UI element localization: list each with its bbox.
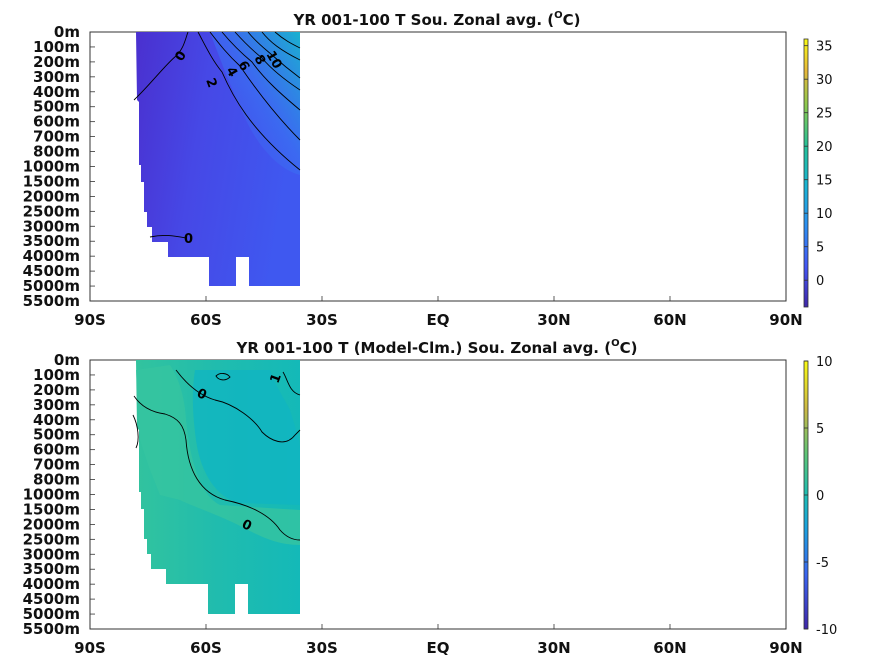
x-tick-label: 90S: [74, 639, 106, 656]
y-tick-label: 1500m: [23, 172, 80, 190]
y-tick-label: 4500m: [23, 590, 80, 608]
y-tick-label: 5500m: [23, 292, 80, 310]
panel2-title: YR 001-100 T (Model-Clm.) Sou. Zonal avg…: [236, 338, 638, 357]
x-tick-label: 90N: [769, 311, 802, 329]
panel1-colorbar-ticks: 0 5 10 15 20 25 30 35: [804, 40, 833, 289]
y-tick-label: 200m: [33, 381, 80, 399]
y-tick-label: 300m: [33, 68, 80, 86]
x-tick-label: 60N: [653, 311, 686, 329]
y-tick-label: 700m: [33, 456, 80, 474]
y-tick-label: 4500m: [23, 262, 80, 280]
panel2-cool-patch: [192, 370, 300, 505]
y-tick-label: 600m: [33, 113, 80, 131]
panel2-warm-patch: [136, 365, 300, 545]
x-tick-label: 30N: [537, 639, 570, 656]
y-tick-label: 100m: [33, 366, 80, 384]
x-tick-label: 60N: [653, 639, 686, 656]
y-tick-label: 500m: [33, 98, 80, 116]
colorbar-tick-label: 5: [816, 241, 824, 256]
x-tick-label: 30S: [306, 311, 338, 329]
y-tick-label: 3500m: [23, 560, 80, 578]
y-tick-label: 200m: [33, 53, 80, 71]
y-tick-label: 3500m: [23, 232, 80, 250]
panel1-x-ticks: 90S 60S 30S EQ 30N 60N 90N: [74, 296, 803, 329]
y-tick-label: 2500m: [23, 530, 80, 548]
colorbar-tick-label: 35: [816, 40, 833, 55]
contour-label: 0: [184, 232, 193, 247]
y-tick-label: 4000m: [23, 247, 80, 265]
panel1-warm-region: [210, 32, 300, 175]
panel-temperature: YR 001-100 T Sou. Zonal avg. (OC) 0 2 4 …: [23, 10, 833, 329]
colorbar-tick-label: 0: [816, 274, 824, 289]
colorbar-tick-label: 10: [816, 207, 833, 222]
y-tick-label: 0m: [54, 23, 80, 41]
colorbar-tick-label: 30: [816, 73, 833, 88]
y-tick-label: 800m: [33, 143, 80, 161]
x-tick-label: 60S: [190, 639, 222, 656]
y-tick-label: 2000m: [23, 515, 80, 533]
panel1-contours: [133, 31, 301, 239]
x-tick-label: EQ: [427, 639, 450, 656]
panel1-y-ticks: 0m100m200m300m400m500m600m700m800m1000m1…: [23, 23, 95, 310]
y-tick-label: 5000m: [23, 277, 80, 295]
x-tick-label: 30N: [537, 311, 570, 329]
y-tick-label: 3000m: [23, 217, 80, 235]
x-tick-label: 30S: [306, 639, 338, 656]
x-tick-label: 90S: [74, 311, 106, 329]
colorbar-tick-label: 0: [816, 489, 824, 504]
y-tick-label: 300m: [33, 396, 80, 414]
panel2-colorbar-ticks: 10 5 0 -5 -10: [804, 355, 837, 638]
panel1-colorbar: [803, 38, 809, 308]
y-tick-label: 5500m: [23, 620, 80, 638]
y-tick-label: 2000m: [23, 187, 80, 205]
panel1-title: YR 001-100 T Sou. Zonal avg. (OC): [292, 10, 580, 29]
colorbar-tick-label: 25: [816, 107, 833, 122]
y-tick-label: 800m: [33, 471, 80, 489]
colorbar-tick-label: 10: [816, 355, 833, 370]
panel2-contours: [132, 369, 301, 541]
x-tick-label: EQ: [427, 311, 450, 329]
panel2-y-ticks: 0m100m200m300m400m500m600m700m800m1000m1…: [23, 351, 95, 638]
y-tick-label: 500m: [33, 426, 80, 444]
y-tick-label: 700m: [33, 128, 80, 146]
panel2-x-ticks: 90S 60S 30S EQ 30N 60N 90N: [74, 624, 803, 656]
y-tick-label: 3000m: [23, 545, 80, 563]
y-tick-label: 600m: [33, 441, 80, 459]
x-tick-label: 60S: [190, 311, 222, 329]
y-tick-label: 1500m: [23, 500, 80, 518]
y-tick-label: 1000m: [23, 158, 80, 176]
y-tick-label: 4000m: [23, 575, 80, 593]
y-tick-label: 2500m: [23, 202, 80, 220]
y-tick-label: 400m: [33, 411, 80, 429]
colorbar-tick-label: 15: [816, 174, 833, 189]
panel-anomaly: YR 001-100 T (Model-Clm.) Sou. Zonal avg…: [23, 338, 838, 656]
colorbar-tick-label: -10: [816, 623, 837, 638]
colorbar-tick-label: -5: [816, 556, 829, 571]
x-tick-label: 90N: [769, 639, 802, 656]
colorbar-tick-label: 20: [816, 140, 833, 155]
colorbar-tick-label: 5: [816, 422, 824, 437]
y-tick-label: 400m: [33, 83, 80, 101]
y-tick-label: 0m: [54, 351, 80, 369]
y-tick-label: 1000m: [23, 486, 80, 504]
y-tick-label: 100m: [33, 38, 80, 56]
y-tick-label: 5000m: [23, 605, 80, 623]
